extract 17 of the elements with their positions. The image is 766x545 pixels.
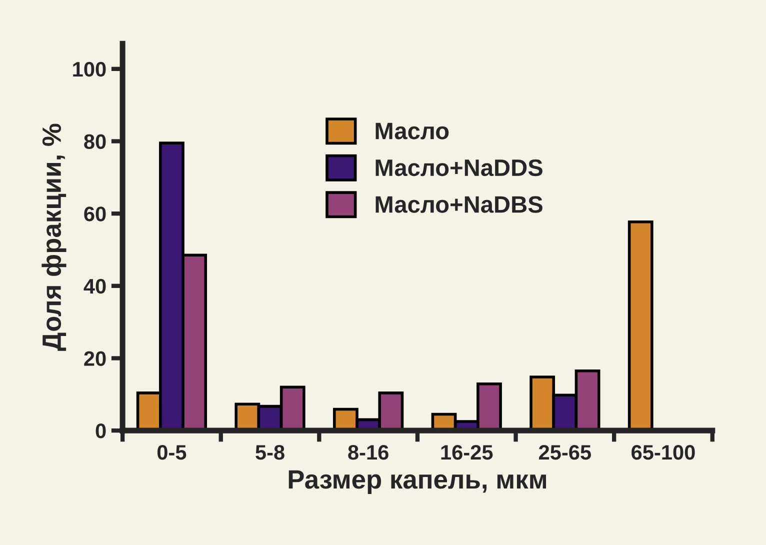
y-axis-title: Доля фракции, % (42, 124, 66, 351)
y-tick-label: 20 (84, 351, 106, 366)
y-tick-label: 80 (84, 134, 106, 149)
x-tick-label: 5-8 (256, 444, 284, 460)
x-tick-label: 65-100 (632, 444, 695, 460)
x-tick-label: 8-16 (348, 444, 388, 460)
y-tick-label: 0 (96, 424, 106, 438)
legend-label: Масло+NaDDS (376, 159, 542, 176)
x-tick-label: 25-65 (539, 444, 591, 460)
y-tick-label: 40 (84, 278, 106, 294)
x-axis-title: Размер капель, мкм (288, 470, 546, 494)
x-tick-label: 16-25 (441, 444, 493, 460)
legend-label: Масло (376, 122, 449, 140)
x-tick-label: 0-5 (157, 444, 186, 460)
legend-label: Масло+NaDBS (376, 196, 542, 213)
y-tick-label: 100 (73, 62, 106, 77)
y-tick-label: 60 (84, 206, 106, 222)
